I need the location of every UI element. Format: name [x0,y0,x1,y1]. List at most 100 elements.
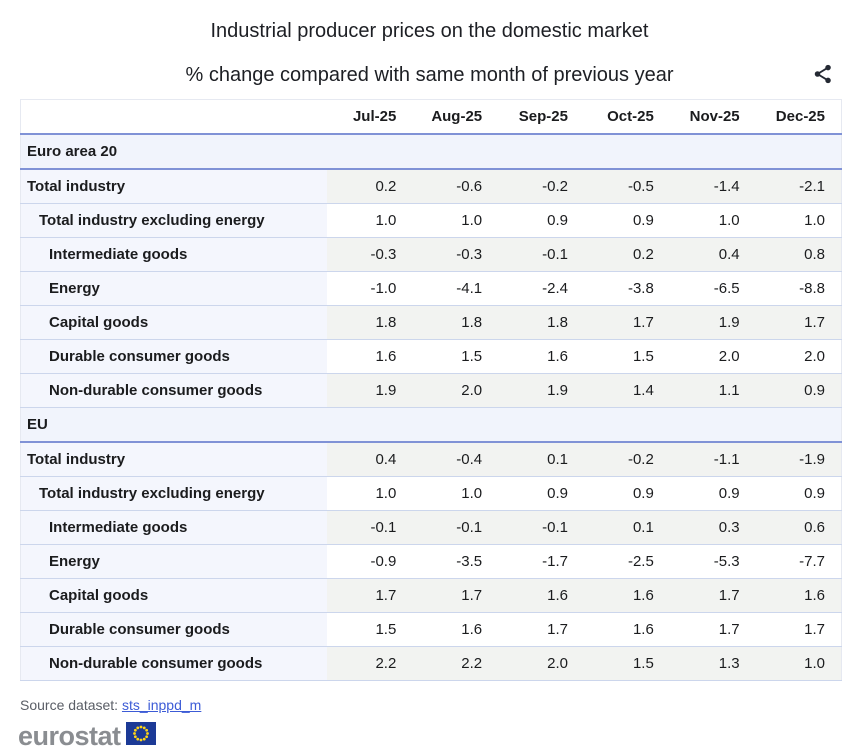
value-cell: 0.2 [326,169,413,204]
data-table: Jul-25 Aug-25 Sep-25 Oct-25 Nov-25 Dec-25 Eur… [20,99,842,681]
value-cell: 2.0 [498,646,584,681]
row-label: Total industry [20,169,327,204]
table-row: Capital goods 1.7 1.7 1.6 1.6 1.7 1.6 [20,578,842,613]
row-label: Capital goods [20,578,327,613]
value-cell: 0.1 [498,442,584,477]
row-label: Energy [20,544,327,579]
value-cell: -4.1 [412,271,499,306]
value-cell: 0.1 [583,510,670,545]
value-cell: -3.8 [583,271,670,306]
value-cell: -8.8 [755,271,842,306]
value-cell: 1.5 [583,646,670,681]
value-cell: 0.6 [755,510,842,545]
row-label: Total industry excluding energy [20,476,327,511]
value-cell: 1.8 [498,305,584,340]
value-cell: 2.0 [412,373,499,408]
value-cell: 1.7 [583,305,670,340]
value-cell: -1.0 [326,271,413,306]
table-row: Intermediate goods -0.1 -0.1 -0.1 0.1 0.3 0.6 [20,510,842,545]
value-cell: 0.9 [498,476,584,511]
value-cell: 1.7 [755,305,842,340]
value-cell: -1.1 [669,442,756,477]
value-cell: -0.6 [412,169,499,204]
section-label: EU [20,407,842,443]
table-row: Non-durable consumer goods 1.9 2.0 1.9 1.4 1.… [20,373,842,408]
value-cell: 1.0 [326,203,413,238]
source-dataset-label: Source dataset: [20,697,119,713]
value-cell: 1.6 [326,339,413,374]
section-label: Euro area 20 [20,134,842,170]
value-cell: -5.3 [669,544,756,579]
table-row: Energy -0.9 -3.5 -1.7 -2.5 -5.3 -7.7 [20,544,842,579]
table-row: Total industry 0.4 -0.4 0.1 -0.2 -1.1 -1.9 [20,442,842,477]
value-cell: -1.9 [755,442,842,477]
value-cell: 2.2 [326,646,413,681]
corner-cell [20,99,327,135]
value-cell: 1.5 [412,339,499,374]
page-subtitle: % change compared with same month of pre… [185,64,674,86]
row-label: Total industry excluding energy [20,203,327,238]
value-cell: 1.7 [669,578,756,613]
value-cell: 0.8 [755,237,842,272]
value-cell: 1.8 [326,305,413,340]
value-cell: -0.1 [498,237,584,272]
share-button[interactable] [812,63,834,85]
value-cell: 1.0 [326,476,413,511]
value-cell: 2.0 [755,339,842,374]
value-cell: 1.9 [326,373,413,408]
value-cell: 1.5 [326,612,413,647]
row-label: Non-durable consumer goods [20,373,327,408]
value-cell: 1.0 [412,476,499,511]
section-row: EU [20,407,842,443]
value-cell: -0.2 [583,442,670,477]
table-header-row: Jul-25 Aug-25 Sep-25 Oct-25 Nov-25 Dec-25 [20,99,842,135]
value-cell: -0.1 [498,510,584,545]
value-cell: 1.4 [583,373,670,408]
value-cell: 1.6 [498,339,584,374]
value-cell: 0.9 [498,203,584,238]
table-row: Non-durable consumer goods 2.2 2.2 2.0 1.5 1.… [20,646,842,681]
table-row: Capital goods 1.8 1.8 1.8 1.7 1.9 1.7 [20,305,842,340]
value-cell: 2.0 [669,339,756,374]
value-cell: 1.5 [583,339,670,374]
value-cell: -7.7 [755,544,842,579]
value-cell: -2.1 [755,169,842,204]
value-cell: -3.5 [412,544,499,579]
value-cell: 1.6 [583,612,670,647]
row-label: Intermediate goods [20,510,327,545]
section-row: Euro area 20 [20,134,842,170]
value-cell: 0.9 [755,476,842,511]
value-cell: 2.2 [412,646,499,681]
value-cell: -2.5 [583,544,670,579]
row-label: Durable consumer goods [20,612,327,647]
value-cell: 0.4 [669,237,756,272]
row-label: Intermediate goods [20,237,327,272]
value-cell: -1.7 [498,544,584,579]
value-cell: 0.4 [326,442,413,477]
eurostat-logo-text: eurostat [18,720,121,751]
value-cell: -0.2 [498,169,584,204]
table-row: Total industry excluding energy 1.0 1.0 0.9… [20,476,842,511]
value-cell: 0.3 [669,510,756,545]
source-dataset-link[interactable]: sts_inppd_m [121,697,202,713]
column-header-nov-25: Nov-25 [669,99,756,135]
source-dataset-row: Source dataset: sts_inppd_m [20,697,859,713]
value-cell: -0.3 [326,237,413,272]
value-cell: 1.7 [326,578,413,613]
value-cell: 1.7 [755,612,842,647]
value-cell: 0.2 [583,237,670,272]
column-header-dec-25: Dec-25 [755,99,842,135]
share-icon [812,64,834,88]
value-cell: -6.5 [669,271,756,306]
value-cell: 1.6 [498,578,584,613]
eu-flag-icon [125,722,156,750]
value-cell: -2.4 [498,271,584,306]
eurostat-logo[interactable]: eurostat [18,722,156,750]
row-label: Energy [20,271,327,306]
value-cell: 1.0 [755,646,842,681]
column-header-aug-25: Aug-25 [412,99,499,135]
row-label: Durable consumer goods [20,339,327,374]
value-cell: 1.9 [669,305,756,340]
table-row: Total industry excluding energy 1.0 1.0 0.9… [20,203,842,238]
column-header-sep-25: Sep-25 [498,99,584,135]
